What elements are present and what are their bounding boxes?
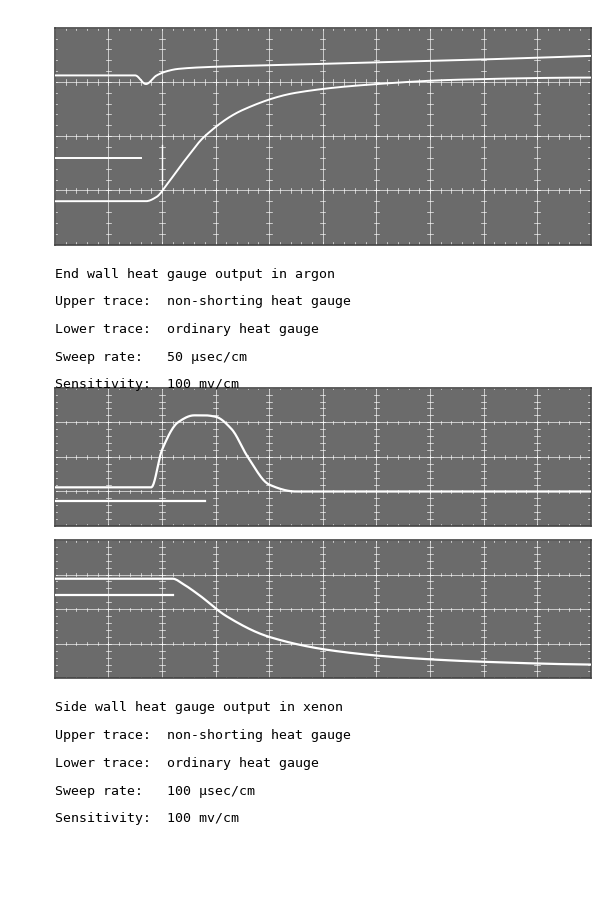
Text: Upper trace:  non-shorting heat gauge: Upper trace: non-shorting heat gauge <box>55 729 351 742</box>
Text: Lower trace:  ordinary heat gauge: Lower trace: ordinary heat gauge <box>55 757 319 770</box>
Text: End wall heat gauge output in argon: End wall heat gauge output in argon <box>55 268 335 281</box>
Text: Lower trace:  ordinary heat gauge: Lower trace: ordinary heat gauge <box>55 323 319 336</box>
Text: Sweep rate:   100 μsec/cm: Sweep rate: 100 μsec/cm <box>55 785 255 797</box>
Text: Sensitivity:  100 mv/cm: Sensitivity: 100 mv/cm <box>55 812 239 825</box>
Text: Side wall heat gauge output in xenon: Side wall heat gauge output in xenon <box>55 701 343 714</box>
Text: Upper trace:  non-shorting heat gauge: Upper trace: non-shorting heat gauge <box>55 295 351 308</box>
Text: Sweep rate:   50 μsec/cm: Sweep rate: 50 μsec/cm <box>55 351 247 364</box>
Text: Sensitivity:  100 mv/cm: Sensitivity: 100 mv/cm <box>55 378 239 391</box>
